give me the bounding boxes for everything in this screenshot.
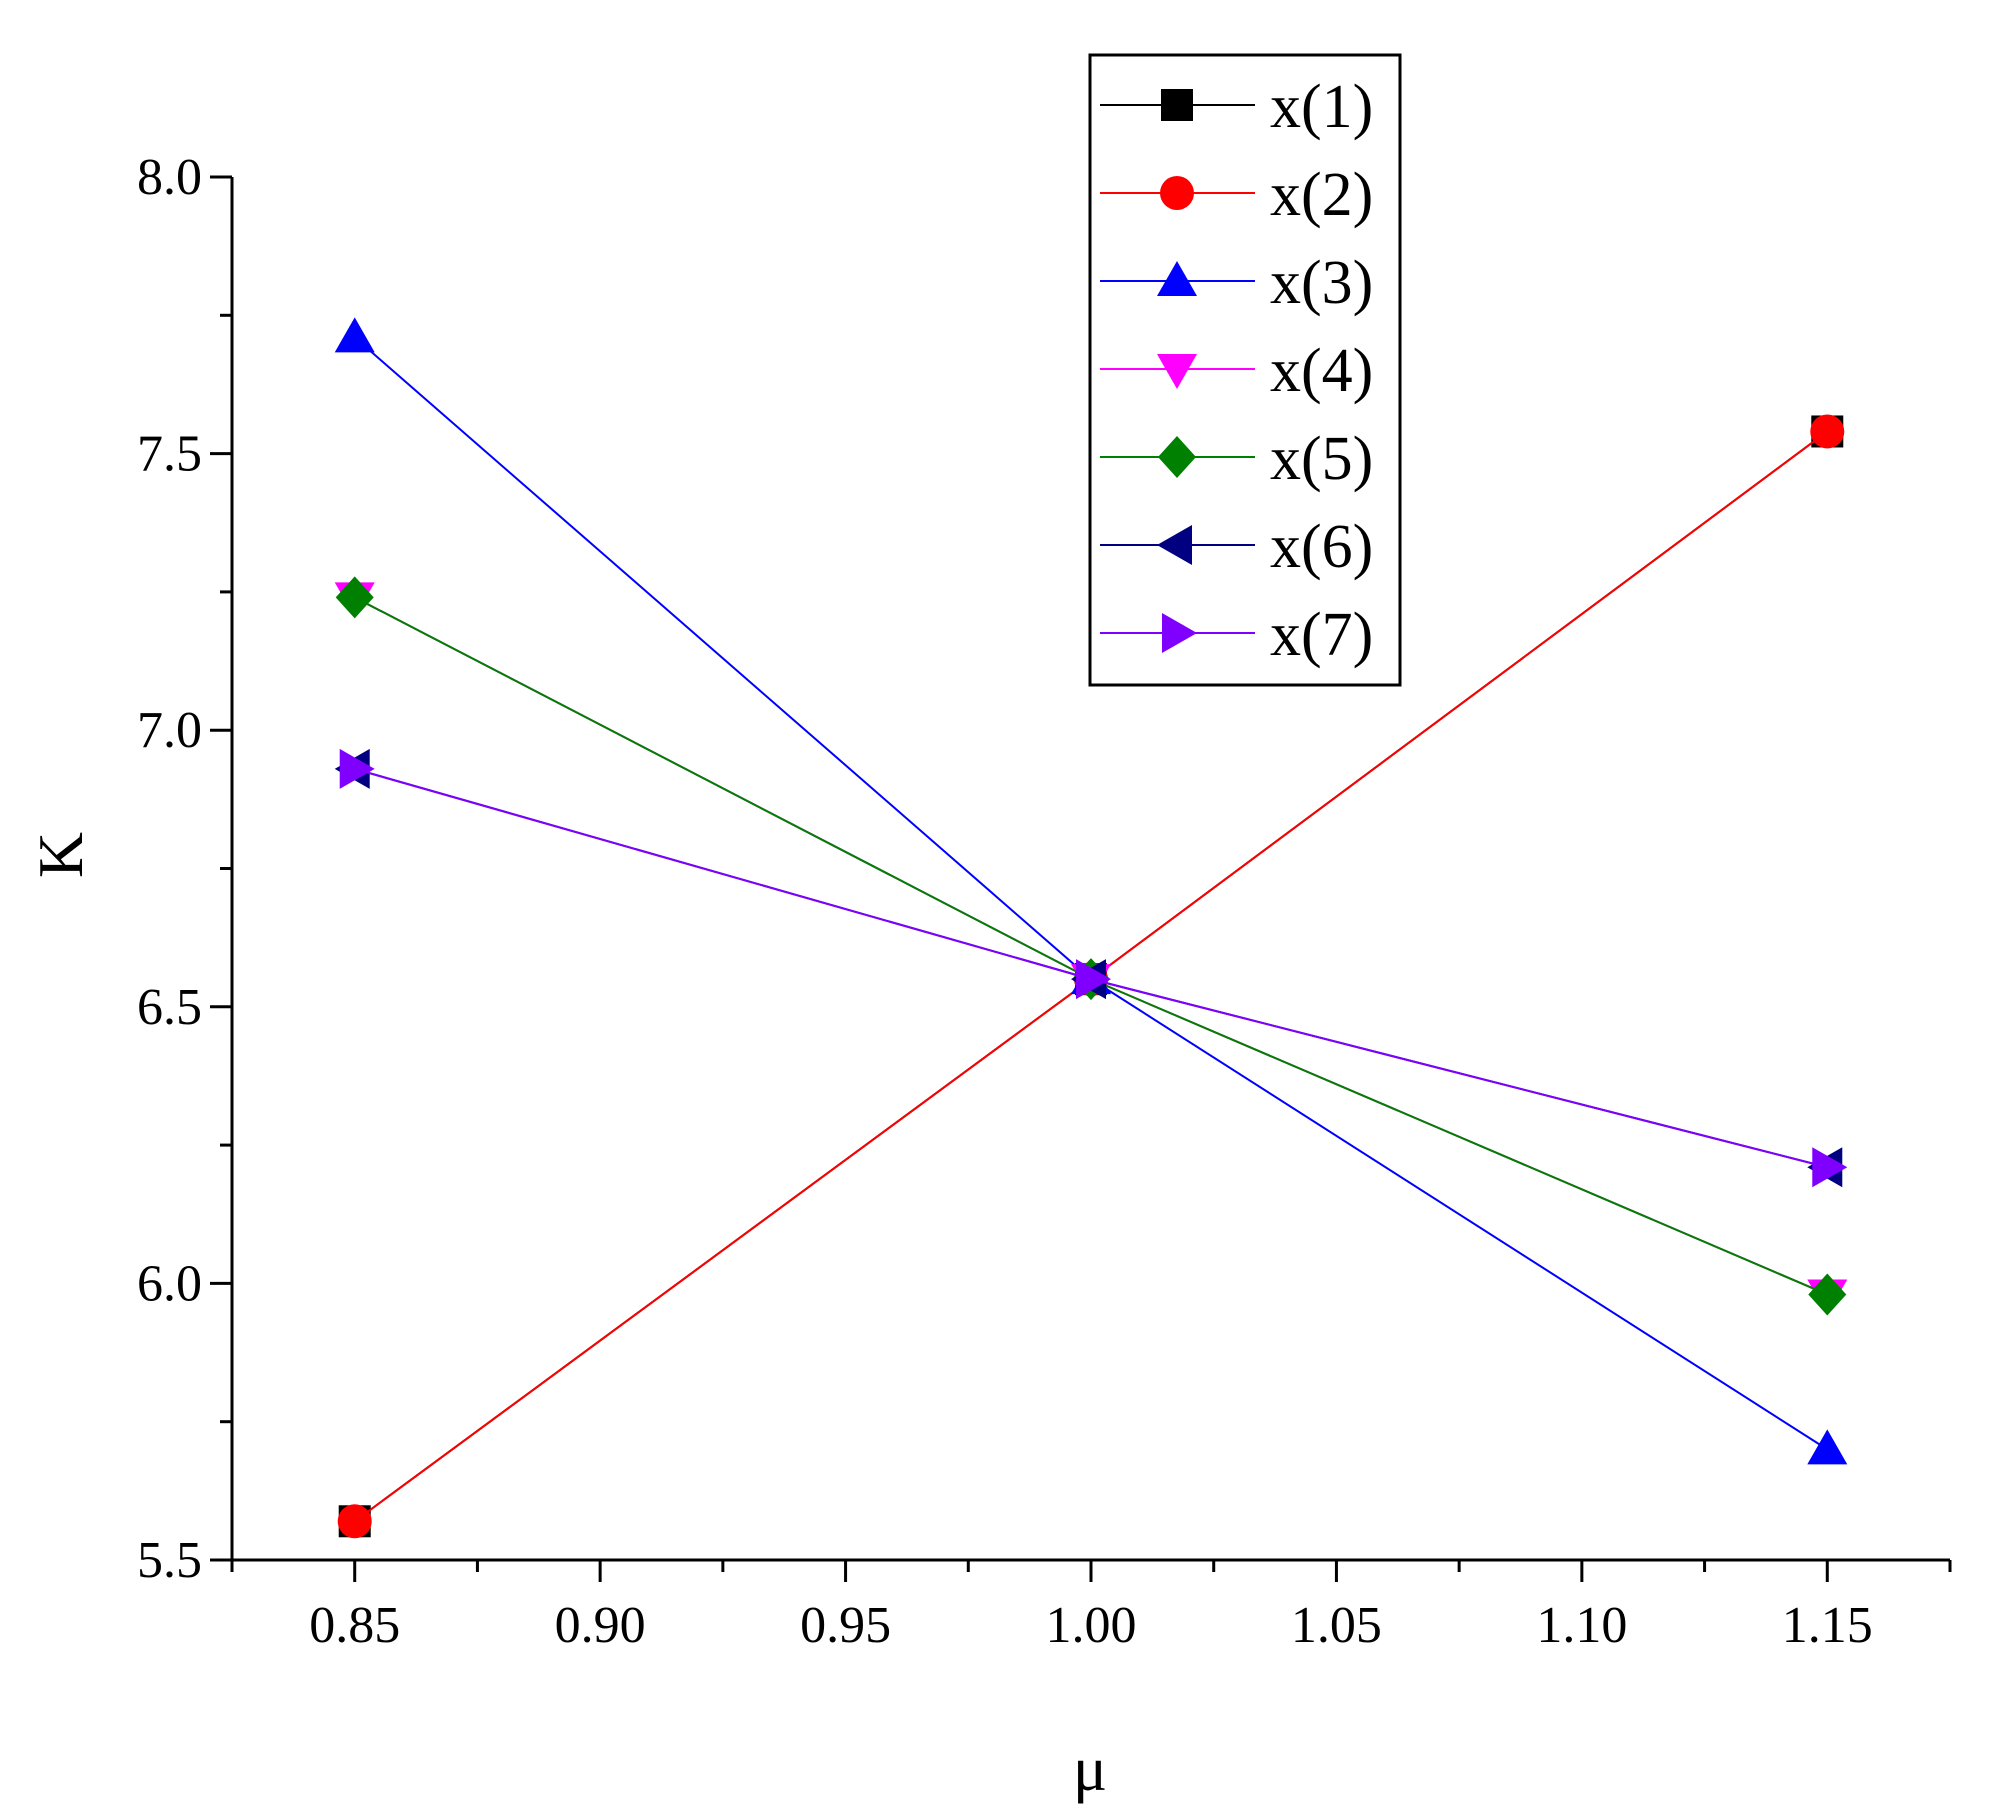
data-point: [335, 576, 374, 619]
x-tick-label: 0.95: [800, 1597, 891, 1654]
legend-marker: [1157, 261, 1197, 296]
x-tick-label: 0.85: [309, 1597, 400, 1654]
data-point: [337, 1504, 372, 1539]
data-point: [1810, 414, 1845, 449]
x-axis-title: μ: [1073, 1733, 1107, 1804]
y-tick-label: 6.5: [137, 979, 202, 1036]
data-point: [1807, 1429, 1848, 1465]
legend-entry: x(2): [1100, 161, 1373, 229]
legend-label: x(6): [1270, 513, 1373, 581]
legend-label: x(5): [1270, 425, 1373, 493]
y-axis-title: K: [25, 832, 96, 878]
legend-label: x(7): [1270, 601, 1373, 669]
series-5: [335, 576, 1847, 1316]
x-tick-label: 0.90: [555, 1597, 646, 1654]
legend-label: x(3): [1270, 249, 1373, 317]
legend-marker: [1158, 436, 1196, 478]
legend-entry: x(3): [1100, 249, 1373, 317]
y-tick-label: 6.0: [137, 1255, 202, 1312]
data-point: [334, 317, 375, 353]
legend-marker: [1160, 176, 1194, 210]
series-7: [339, 748, 1848, 1188]
y-tick-label: 8.0: [137, 149, 202, 206]
legend-marker: [1157, 354, 1197, 389]
legend-entry: x(6): [1100, 513, 1373, 581]
series-4: [334, 582, 1848, 1315]
data-point: [1808, 1273, 1847, 1316]
y-tick-label: 7.0: [137, 702, 202, 759]
legend-entry: x(4): [1100, 337, 1373, 405]
data-point: [1812, 1147, 1848, 1188]
series-line: [354, 596, 1828, 1296]
x-tick-label: 1.15: [1782, 1597, 1873, 1654]
legend-marker: [1162, 613, 1197, 653]
data-point: [1076, 959, 1111, 1000]
series-layer: [334, 317, 1848, 1539]
legend-marker: [1161, 89, 1193, 121]
x-tick-label: 1.10: [1536, 1597, 1627, 1654]
x-tick-label: 1.05: [1291, 1597, 1382, 1654]
series-line: [354, 596, 1828, 1296]
legend-label: x(1): [1270, 73, 1373, 141]
legend-marker: [1157, 525, 1192, 565]
legend: x(1) x(2) x(3) x(4) x(5) x(6) x(7): [1088, 53, 1402, 687]
legend-label: x(2): [1270, 161, 1373, 229]
y-tick-label: 7.5: [137, 426, 202, 483]
x-tick-label: 1.00: [1046, 1597, 1137, 1654]
data-point: [339, 748, 375, 789]
legend-entry: x(7): [1100, 601, 1373, 669]
axes: 5.5 6.0 6.5 7.0 7.5 8.0 0.85 0.90 0.95 1.00 1.05 1.…: [137, 149, 1952, 1654]
legend-entry: x(1): [1100, 73, 1373, 141]
legend-label: x(4): [1270, 337, 1373, 405]
y-tick-label: 5.5: [137, 1532, 202, 1589]
legend-entry: x(5): [1100, 425, 1373, 493]
